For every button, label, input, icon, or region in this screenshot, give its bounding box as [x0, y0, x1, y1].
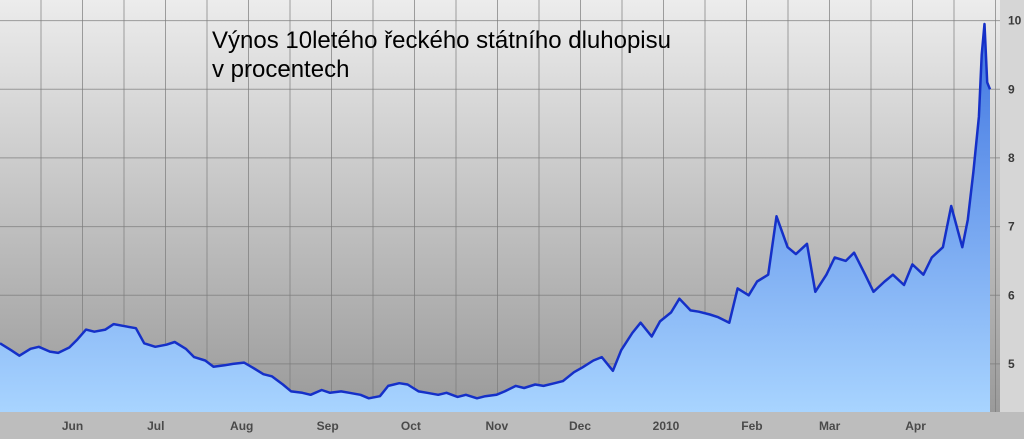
y-tick-label: 9 — [1008, 82, 1015, 96]
x-tick-label: Dec — [569, 419, 591, 433]
x-tick-label: Jul — [147, 419, 164, 433]
x-tick-label: Nov — [486, 419, 509, 433]
x-tick-label: Oct — [401, 419, 421, 433]
y-axis-ticks: 5 6 7 8 9 10 — [1008, 14, 1022, 371]
y-tick-label: 7 — [1008, 220, 1015, 234]
grid — [0, 0, 1000, 412]
y-tick-label: 6 — [1008, 288, 1015, 302]
chart-subtitle: v procentech — [212, 56, 350, 83]
x-tick-label: Feb — [741, 419, 762, 433]
y-tick-label: 10 — [1008, 14, 1022, 28]
chart-title: Výnos 10letého řeckého státního dluhopis… — [212, 27, 671, 54]
yield-area — [0, 24, 990, 412]
x-tick-label: Jun — [62, 419, 83, 433]
x-tick-label: Aug — [230, 419, 253, 433]
x-tick-label: Sep — [317, 419, 339, 433]
yield-line — [0, 22, 992, 400]
y-axis-panel — [1000, 0, 1024, 439]
x-axis-panel — [0, 412, 1024, 439]
x-tick-label: Mar — [819, 419, 841, 433]
x-tick-label: Apr — [905, 419, 926, 433]
x-axis-ticks: Jun Jul Aug Sep Oct Nov Dec 2010 Feb Mar Apr — [62, 419, 926, 433]
chart-title-block: Výnos 10letého řeckého státního dluhopis… — [212, 26, 671, 84]
y-tick-label: 5 — [1008, 357, 1015, 371]
y-tick-label: 8 — [1008, 151, 1015, 165]
x-tick-label: 2010 — [653, 419, 680, 433]
